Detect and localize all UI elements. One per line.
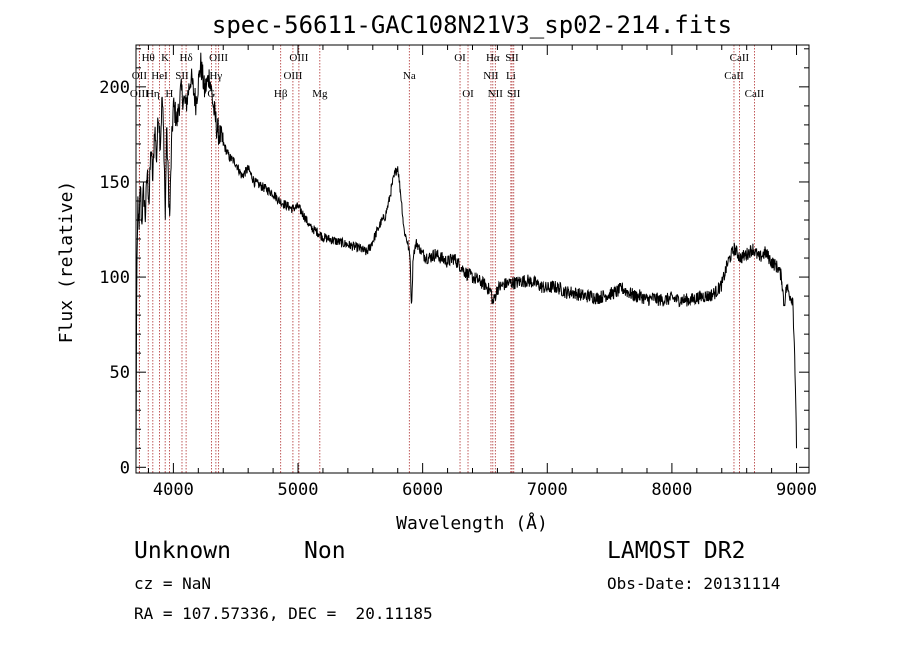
line-label-11: G <box>207 88 215 100</box>
x-axis-label: Wavelength (Å) <box>396 512 548 534</box>
line-label-2: OIII <box>130 88 149 100</box>
line-label-17: OI <box>454 52 466 64</box>
line-label-21: NII <box>488 88 504 100</box>
redshift: cz = NaN <box>134 574 212 593</box>
emission-lines <box>138 45 755 473</box>
line-label-8: H <box>165 88 173 100</box>
line-label-25: CaII <box>730 52 750 64</box>
x-tick-label-4: 8000 <box>651 480 692 500</box>
y-tick-label-3: 150 <box>99 173 130 193</box>
line-label-20: NII <box>483 70 499 82</box>
coordinates: RA = 107.57336, DEC = 20.11185 <box>134 604 433 623</box>
object-subclass: Non <box>304 538 346 564</box>
line-label-19: Hα <box>486 52 500 64</box>
line-label-9: OIII <box>209 52 228 64</box>
line-label-1: OII <box>132 70 148 82</box>
line-label-22: SII <box>505 52 519 64</box>
spectrum-line <box>135 52 797 464</box>
y-axis-label: Flux (relative) <box>56 181 77 344</box>
x-tick-label-1: 5000 <box>278 480 319 500</box>
chart-title: spec-56611-GAC108N21V3_sp02-214.fits <box>212 11 732 39</box>
line-label-23: Li <box>506 70 516 82</box>
line-label-0: Hθ <box>142 52 155 64</box>
survey-name: LAMOST DR2 <box>607 538 746 564</box>
plot-frame <box>135 44 810 474</box>
line-label-10: Hγ <box>209 70 222 82</box>
x-tick-label-5: 9000 <box>776 480 817 500</box>
line-label-16: Na <box>403 70 416 82</box>
line-label-24: SII <box>507 88 521 100</box>
y-tick-label-4: 200 <box>99 78 130 98</box>
line-label-6: Hδ <box>180 52 193 64</box>
line-label-26: CaII <box>724 70 744 82</box>
y-axis-ticks: 0 50 100 150 200 <box>99 48 809 478</box>
x-tick-label-3: 7000 <box>527 480 568 500</box>
line-label-27: CaII <box>745 88 765 100</box>
line-label-18: OI <box>462 88 474 100</box>
line-label-7: SII <box>175 70 189 82</box>
x-tick-label-2: 6000 <box>402 480 443 500</box>
line-label-4: HeI <box>151 70 168 82</box>
line-label-3: K <box>161 52 169 64</box>
obs-date: Obs-Date: 20131114 <box>607 574 781 593</box>
y-tick-label-0: 0 <box>120 458 130 478</box>
x-tick-label-0: 4000 <box>153 480 194 500</box>
line-label-12: OIII <box>289 52 308 64</box>
y-tick-label-1: 50 <box>110 363 130 383</box>
object-class: Unknown <box>134 538 231 564</box>
line-label-13: OIII <box>283 70 302 82</box>
line-label-14: Hβ <box>274 88 288 100</box>
x-axis-ticks: 4000 5000 6000 7000 8000 9000 <box>147 45 817 500</box>
line-label-15: Mg <box>312 88 328 100</box>
line-label-5: Hη <box>146 88 160 100</box>
y-tick-label-2: 100 <box>99 268 130 288</box>
